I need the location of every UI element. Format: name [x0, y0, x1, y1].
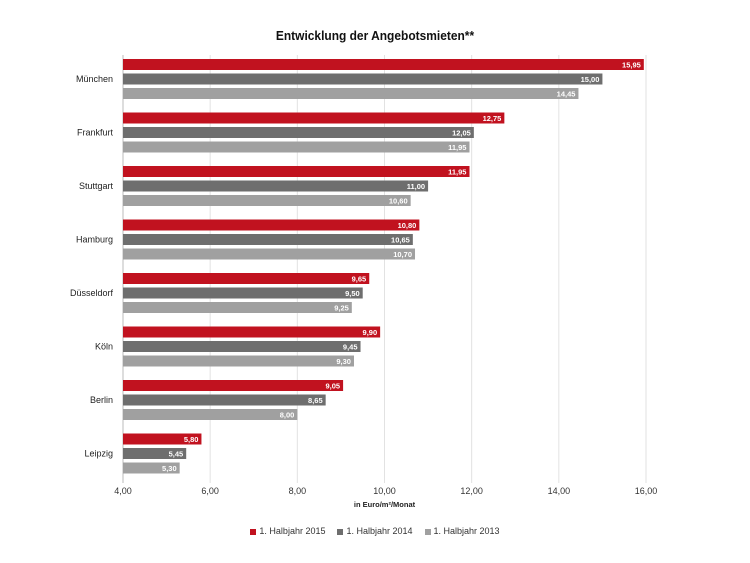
data-label: 15,95 — [622, 61, 641, 70]
bar — [123, 287, 363, 299]
bar — [123, 409, 298, 420]
data-label: 5,30 — [162, 464, 177, 473]
data-label: 8,65 — [308, 396, 323, 405]
category-label: Köln — [95, 342, 113, 352]
data-label: 9,45 — [343, 343, 358, 352]
bar — [123, 127, 474, 138]
data-label: 12,05 — [452, 129, 471, 138]
bar — [123, 112, 505, 124]
category-label: Stuttgart — [79, 181, 114, 191]
x-tick-label: 10,00 — [373, 486, 396, 496]
data-label: 9,65 — [352, 275, 367, 284]
bar — [123, 355, 354, 367]
chart-title: Entwicklung der Angebotsmieten** — [275, 28, 475, 43]
bar — [123, 166, 470, 177]
x-tick-label: 6,00 — [201, 486, 219, 496]
bar — [123, 195, 411, 206]
bar — [123, 248, 416, 260]
data-label: 9,90 — [363, 328, 378, 337]
legend-swatch — [337, 528, 344, 535]
data-label: 9,25 — [334, 304, 349, 313]
data-label: 14,45 — [557, 90, 576, 99]
legend-label: 1. Halbjahr 2014 — [346, 526, 413, 536]
legend-swatch — [250, 528, 257, 535]
bar — [123, 234, 413, 245]
bar — [123, 433, 202, 445]
x-tick-label: 16,00 — [635, 486, 658, 496]
bar — [123, 380, 344, 391]
data-label: 5,45 — [169, 450, 184, 459]
bar — [123, 88, 579, 99]
data-label: 12,75 — [483, 114, 502, 123]
x-tick-label: 4,00 — [114, 486, 132, 496]
data-label: 11,95 — [448, 143, 466, 152]
bar — [123, 219, 420, 231]
data-label: 10,80 — [398, 221, 417, 230]
category-label: Leipzig — [84, 449, 113, 459]
bar — [123, 73, 603, 85]
data-label: 10,65 — [391, 236, 410, 245]
data-label: 10,70 — [393, 250, 412, 259]
data-label: 15,00 — [581, 75, 600, 84]
bar — [123, 462, 180, 474]
legend-item: 1. Halbjahr 2015 — [250, 526, 325, 536]
data-label: 9,50 — [345, 289, 360, 298]
data-label: 5,80 — [184, 435, 199, 444]
bar — [123, 394, 326, 406]
category-label: München — [76, 74, 113, 84]
category-label: Berlin — [90, 395, 113, 405]
legend: 1. Halbjahr 2015 1. Halbjahr 2014 1. Halbj… — [0, 526, 750, 536]
bar — [123, 326, 381, 338]
x-tick-label: 12,00 — [460, 486, 483, 496]
data-label: 11,95 — [448, 168, 466, 177]
bar — [123, 273, 370, 284]
data-label: 9,30 — [336, 357, 351, 366]
bar — [123, 59, 644, 70]
bar — [123, 141, 470, 153]
data-label: 11,00 — [407, 182, 425, 191]
legend-swatch — [424, 528, 431, 535]
x-tick-label: 8,00 — [289, 486, 307, 496]
data-label: 9,05 — [325, 382, 340, 391]
category-label: Düsseldorf — [70, 288, 114, 298]
x-tick-label: 14,00 — [548, 486, 571, 496]
legend-label: 1. Halbjahr 2015 — [259, 526, 326, 536]
legend-item: 1. Halbjahr 2013 — [424, 526, 500, 536]
legend-label: 1. Halbjahr 2013 — [433, 526, 500, 536]
bar — [123, 180, 429, 192]
bar — [123, 302, 352, 313]
category-label: Hamburg — [76, 235, 113, 245]
bar — [123, 448, 187, 459]
data-label: 8,00 — [280, 411, 295, 420]
bar — [123, 341, 361, 352]
category-label: Frankfurt — [77, 128, 114, 138]
legend-item: 1. Halbjahr 2014 — [337, 526, 413, 536]
x-axis-label: in Euro/m²/Monat — [354, 500, 416, 509]
data-label: 10,60 — [389, 197, 408, 206]
